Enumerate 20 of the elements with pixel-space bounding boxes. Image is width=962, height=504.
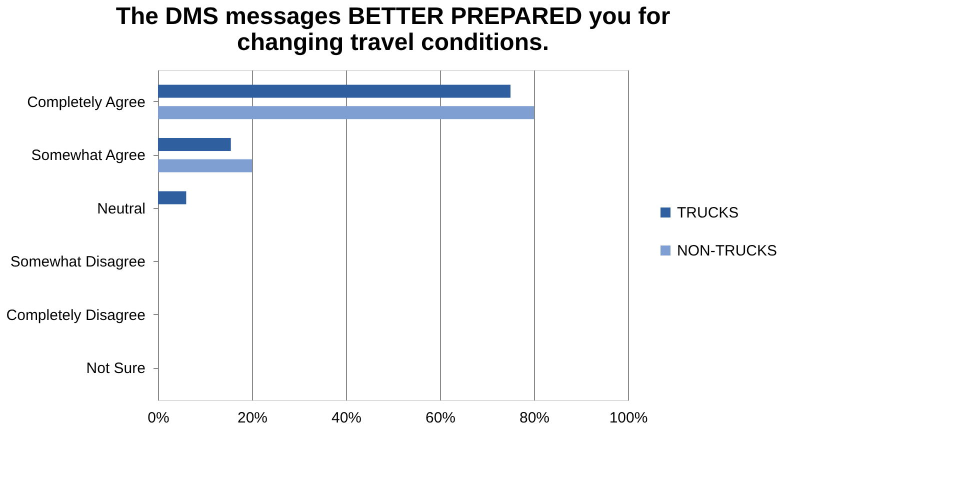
bar (158, 159, 252, 172)
legend-label: NON-TRUCKS (677, 242, 777, 260)
x-tick-label: 20% (237, 410, 268, 426)
x-tick-label: 0% (148, 410, 170, 426)
bar (158, 84, 510, 98)
y-tick-label: Somewhat Disagree (10, 254, 146, 271)
bar (158, 138, 231, 152)
x-tick-label: 60% (425, 410, 456, 426)
x-tick-label: 100% (609, 410, 648, 426)
bar (158, 191, 186, 204)
bar (158, 106, 534, 120)
x-tick-label: 80% (519, 410, 550, 426)
y-tick-label: Completely Disagree (6, 306, 146, 324)
y-tick-label: Completely Agree (27, 94, 146, 111)
x-tick-label: 40% (331, 410, 362, 426)
y-tick-label: Neutral (97, 200, 146, 218)
chart-title: The DMS messages BETTER PREPARED you for changing travel conditions. (116, 3, 670, 56)
y-tick-label: Somewhat Agree (31, 147, 146, 164)
y-tick-label: Not Sure (86, 360, 146, 378)
legend-label: TRUCKS (677, 204, 739, 222)
